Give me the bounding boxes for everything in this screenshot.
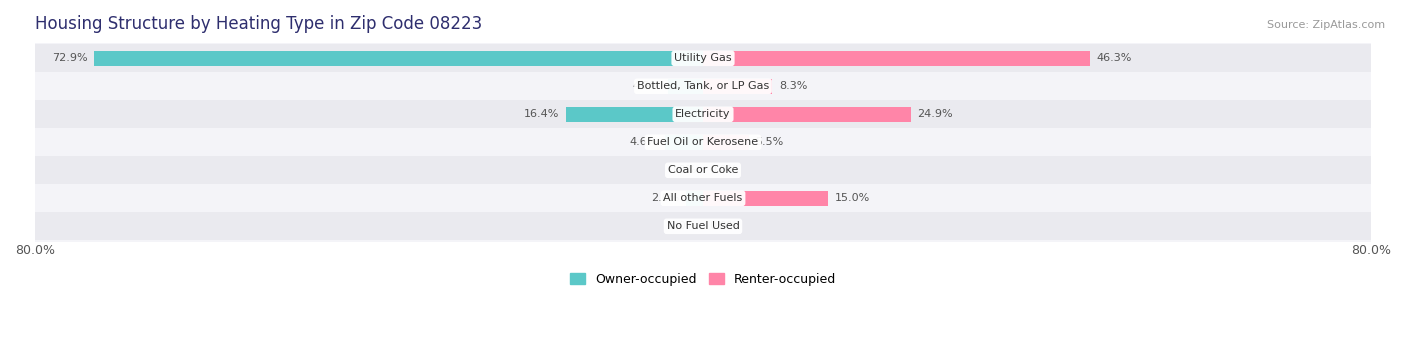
Bar bbox=[567, 107, 703, 122]
Text: 72.9%: 72.9% bbox=[52, 53, 87, 63]
Text: 0.0%: 0.0% bbox=[668, 165, 696, 175]
Text: Bottled, Tank, or LP Gas: Bottled, Tank, or LP Gas bbox=[637, 81, 769, 91]
Text: 8.3%: 8.3% bbox=[779, 81, 807, 91]
Text: 0.0%: 0.0% bbox=[710, 165, 738, 175]
Bar bbox=[686, 191, 703, 206]
Text: 2.0%: 2.0% bbox=[651, 193, 679, 203]
Text: Coal or Coke: Coal or Coke bbox=[668, 165, 738, 175]
Bar bbox=[35, 212, 1371, 240]
Bar bbox=[668, 78, 703, 94]
Text: Electricity: Electricity bbox=[675, 109, 731, 119]
Bar bbox=[703, 107, 911, 122]
Text: Utility Gas: Utility Gas bbox=[675, 53, 731, 63]
Text: 5.5%: 5.5% bbox=[755, 137, 785, 147]
Text: 0.0%: 0.0% bbox=[668, 221, 696, 231]
Bar bbox=[94, 50, 703, 66]
Text: 0.0%: 0.0% bbox=[710, 221, 738, 231]
Legend: Owner-occupied, Renter-occupied: Owner-occupied, Renter-occupied bbox=[565, 268, 841, 291]
Text: All other Fuels: All other Fuels bbox=[664, 193, 742, 203]
Text: Housing Structure by Heating Type in Zip Code 08223: Housing Structure by Heating Type in Zip… bbox=[35, 15, 482, 33]
Text: Source: ZipAtlas.com: Source: ZipAtlas.com bbox=[1267, 20, 1385, 30]
Bar bbox=[703, 50, 1090, 66]
Text: 4.6%: 4.6% bbox=[630, 137, 658, 147]
Bar bbox=[35, 44, 1371, 72]
Text: 24.9%: 24.9% bbox=[918, 109, 953, 119]
Bar bbox=[35, 100, 1371, 128]
Text: 15.0%: 15.0% bbox=[835, 193, 870, 203]
Bar bbox=[35, 156, 1371, 184]
Bar bbox=[35, 128, 1371, 156]
Bar bbox=[703, 78, 772, 94]
Text: No Fuel Used: No Fuel Used bbox=[666, 221, 740, 231]
Bar bbox=[35, 72, 1371, 100]
Text: 16.4%: 16.4% bbox=[524, 109, 560, 119]
Bar bbox=[665, 135, 703, 150]
Text: 4.2%: 4.2% bbox=[633, 81, 661, 91]
Bar bbox=[703, 191, 828, 206]
Bar bbox=[35, 184, 1371, 212]
Bar bbox=[703, 135, 749, 150]
Text: Fuel Oil or Kerosene: Fuel Oil or Kerosene bbox=[647, 137, 759, 147]
Text: 46.3%: 46.3% bbox=[1097, 53, 1132, 63]
